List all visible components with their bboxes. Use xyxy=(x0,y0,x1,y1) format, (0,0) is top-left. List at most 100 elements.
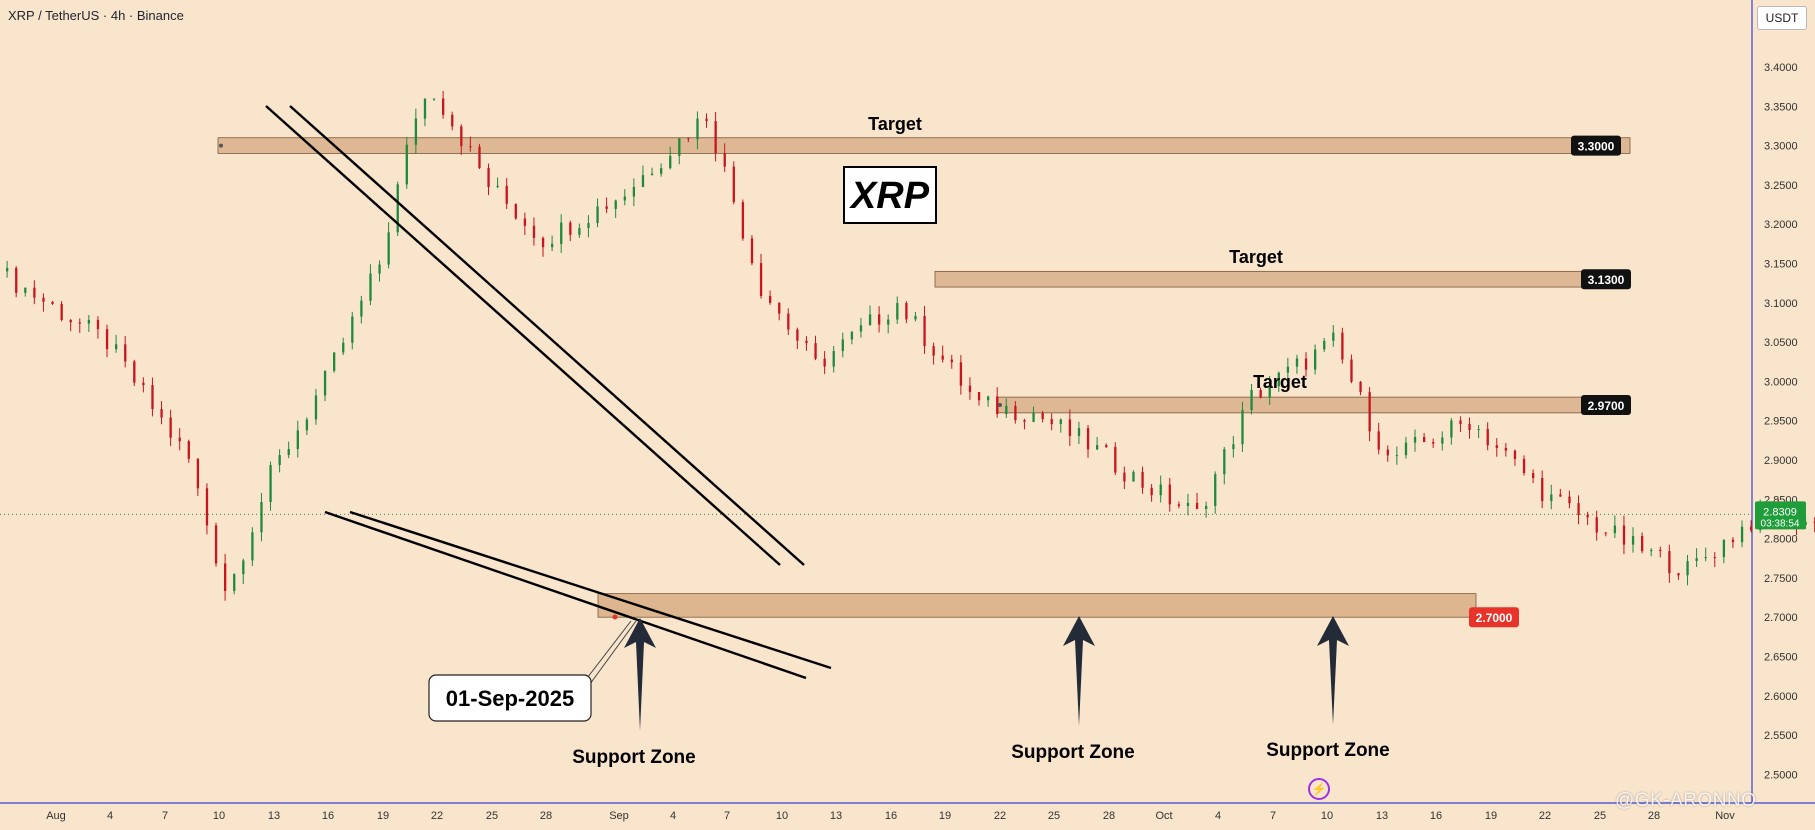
support-price-text: 2.7000 xyxy=(1476,611,1513,625)
candle xyxy=(78,322,81,324)
target-zone xyxy=(934,270,1583,288)
candle xyxy=(1023,420,1026,422)
candle xyxy=(1341,332,1344,360)
candle xyxy=(1668,551,1671,574)
price-axis-tick-label: 2.8000 xyxy=(1764,534,1798,546)
candle xyxy=(1005,405,1008,415)
candle xyxy=(1186,502,1190,507)
candle xyxy=(1141,471,1144,488)
candle xyxy=(705,118,708,122)
candle xyxy=(160,409,163,418)
callout-pointer xyxy=(589,620,637,685)
candle xyxy=(732,166,735,203)
price-axis-tick-label: 2.5500 xyxy=(1764,730,1798,742)
candle xyxy=(587,223,590,229)
candle xyxy=(15,267,18,293)
date-callout-text: 01-Sep-2025 xyxy=(446,686,574,711)
currency-unit-button[interactable]: USDT xyxy=(1757,6,1807,30)
candle xyxy=(1750,526,1753,531)
candle xyxy=(1541,478,1544,502)
time-axis-tick-label: 19 xyxy=(939,810,951,822)
price-axis-tick-label: 2.6500 xyxy=(1764,652,1798,664)
price-axis-tick-label: 3.0000 xyxy=(1764,376,1798,388)
candle xyxy=(1641,536,1644,552)
candle xyxy=(1659,549,1662,552)
support-zone-label: Support Zone xyxy=(1011,742,1134,763)
candle xyxy=(941,355,944,360)
price-axis-tick-label: 2.9500 xyxy=(1764,416,1798,428)
candle xyxy=(333,352,336,371)
candle xyxy=(1731,539,1735,543)
candle xyxy=(323,370,327,396)
candle xyxy=(614,200,617,209)
candle xyxy=(1132,471,1135,482)
candle xyxy=(1241,409,1244,445)
candle xyxy=(578,228,581,235)
candle xyxy=(678,138,681,156)
candle xyxy=(1404,442,1408,456)
candle xyxy=(1532,473,1535,479)
level-price-text: 3.3000 xyxy=(1578,140,1615,154)
candle xyxy=(305,419,309,431)
candle xyxy=(1568,496,1571,504)
candle xyxy=(1413,437,1417,443)
countdown-text: 03:38:54 xyxy=(1761,518,1800,529)
candle xyxy=(1704,557,1707,559)
candle xyxy=(887,319,890,325)
candle xyxy=(1096,445,1099,450)
time-axis-tick-label: Oct xyxy=(1155,810,1172,822)
candle xyxy=(687,138,690,140)
candle xyxy=(1377,431,1380,450)
time-axis-tick-label: 4 xyxy=(107,810,113,822)
candle xyxy=(1223,449,1226,475)
title-box xyxy=(843,166,937,224)
price-axis-tick-label: 3.2500 xyxy=(1764,180,1798,192)
candle xyxy=(42,297,45,302)
price-axis-tick-label: 3.4000 xyxy=(1764,62,1798,74)
candle xyxy=(1686,561,1689,576)
time-axis-tick-label: 28 xyxy=(1648,810,1660,822)
candle xyxy=(632,186,636,197)
candle xyxy=(1350,359,1353,382)
candle xyxy=(841,339,844,352)
candle xyxy=(205,488,209,526)
candle xyxy=(1286,366,1290,373)
candle xyxy=(1077,428,1081,436)
trend-line-upper xyxy=(289,105,805,566)
price-axis-tick-label: 2.7500 xyxy=(1764,573,1798,585)
last-price-tag xyxy=(1755,501,1806,530)
candle xyxy=(87,319,91,324)
candle xyxy=(1477,429,1480,431)
candle xyxy=(514,203,517,219)
candle xyxy=(451,114,454,127)
candle xyxy=(1195,502,1199,509)
date-callout-box xyxy=(428,674,592,722)
candle xyxy=(1595,517,1598,533)
candle xyxy=(1268,386,1271,398)
candle xyxy=(1513,450,1517,459)
candle xyxy=(96,319,100,330)
candle xyxy=(1177,504,1181,507)
candle xyxy=(1323,340,1326,350)
candle xyxy=(342,342,345,353)
level-price-tag xyxy=(1581,269,1631,290)
candle xyxy=(1586,515,1589,518)
candle xyxy=(1014,405,1017,421)
candle xyxy=(396,184,399,233)
candle xyxy=(224,563,227,591)
candle xyxy=(178,437,181,442)
candle xyxy=(1577,503,1580,516)
candle xyxy=(169,417,172,438)
candle xyxy=(987,396,990,401)
candle xyxy=(723,153,726,167)
candle xyxy=(124,344,127,362)
candle xyxy=(460,126,463,147)
candle xyxy=(1168,484,1171,505)
candle xyxy=(696,118,699,140)
callout-marker xyxy=(612,614,618,620)
candle xyxy=(469,146,472,148)
price-axis-tick-label: 3.3500 xyxy=(1764,101,1798,113)
candle xyxy=(278,455,281,466)
candle xyxy=(1232,444,1235,450)
